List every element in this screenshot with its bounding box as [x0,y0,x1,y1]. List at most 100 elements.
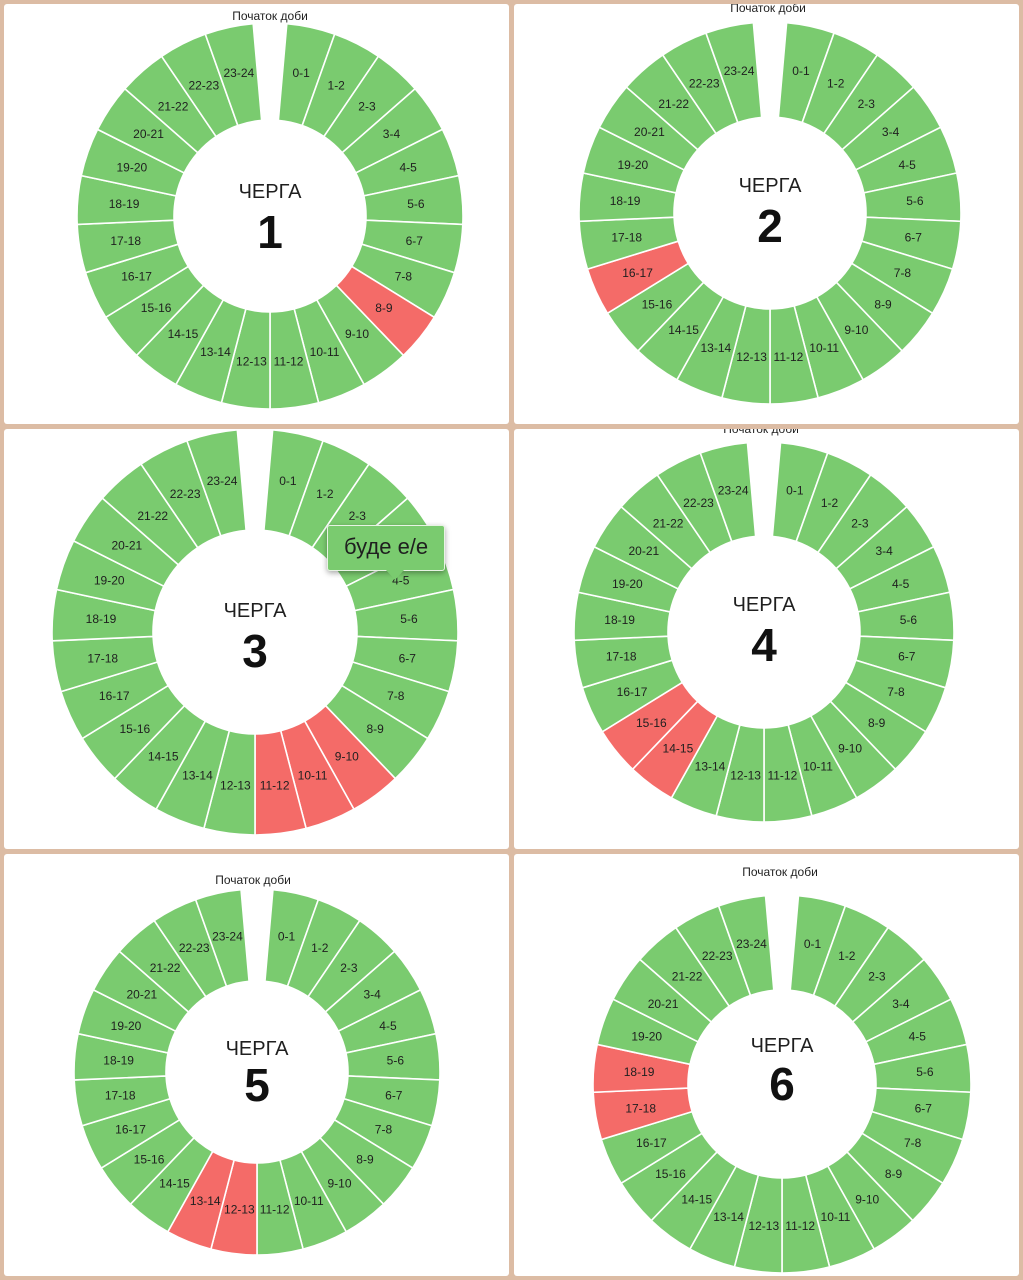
center-queue-number: 2 [757,200,783,252]
hour-label: 8-9 [375,301,393,315]
hour-label: 7-8 [887,685,905,699]
hour-label: 17-18 [110,234,141,248]
hour-label: 7-8 [395,269,413,283]
hour-label: 10-11 [294,1194,324,1208]
hour-label: 9-10 [345,327,369,341]
hour-label: 11-12 [274,354,304,368]
hour-label: 3-4 [875,544,893,558]
day-start-label: Початок доби [215,873,291,887]
hour-label: 20-21 [133,127,164,141]
hour-label: 5-6 [400,612,418,626]
hour-label: 21-22 [653,516,684,530]
hour-label: 16-17 [121,269,152,283]
hour-label: 0-1 [792,64,810,78]
hour-label: 5-6 [906,194,924,208]
queue-panel-3: 0-11-22-33-44-55-66-77-88-99-1010-1111-1… [4,429,509,849]
hour-label: 21-22 [658,97,689,111]
hour-label: 1-2 [311,941,329,955]
hover-tooltip: буде е/е [327,525,446,580]
hour-label: 13-14 [713,1210,744,1224]
hour-label: 19-20 [94,574,125,588]
hour-label: 15-16 [642,297,673,311]
hour-label: 23-24 [736,937,767,951]
center-queue-number: 1 [257,206,283,258]
queue-panel-5: Початок доби 0-1 1-2 2-3 3-4 4-5 5-6 6-7 7-8 8-9… [4,854,509,1276]
hour-label: 9-10 [844,323,868,337]
center-queue-number: 5 [244,1059,270,1111]
hour-label: 1-2 [328,78,346,92]
hour-label: 23-24 [718,483,749,497]
hour-segment-23-24[interactable] [704,21,763,124]
hour-label: 14-15 [159,1177,190,1191]
hour-label: 9-10 [335,749,359,763]
hour-label: 5-6 [916,1065,934,1079]
hour-label: 14-15 [668,323,699,337]
hour-label: 17-18 [105,1089,136,1103]
hour-label: 4-5 [909,1029,927,1043]
hour-segment-23-24[interactable] [185,429,247,537]
hour-label: 11-12 [774,350,804,364]
hour-segment-23-24[interactable] [194,888,250,988]
hour-label: 0-1 [786,483,804,497]
hour-label: 23-24 [207,474,238,488]
queue-3-chart: 0-11-22-33-44-55-66-77-88-99-1010-1111-1… [51,429,459,836]
hour-label: 18-19 [109,197,140,211]
hour-label: 13-14 [695,759,726,773]
hour-label: 11-12 [767,769,797,783]
hour-segment-23-24[interactable] [204,22,263,127]
hour-label: 2-3 [349,509,367,523]
hour-label: 4-5 [399,160,417,174]
hour-label: 14-15 [148,749,179,763]
hour-label: 16-17 [636,1136,667,1150]
queue-5-chart: Початок доби 0-1 1-2 2-3 3-4 4-5 5-6 6-7 7-8 8-9… [73,873,441,1256]
hour-label: 20-21 [634,125,665,139]
hour-label: 12-13 [220,778,251,792]
center-queue-label: ЧЕРГА [739,175,803,197]
hour-label: 16-17 [99,689,130,703]
hour-label: 13-14 [200,345,231,359]
hour-label: 13-14 [182,768,213,782]
day-start-label: Початок доби [742,865,818,879]
hour-label: 8-9 [885,1167,903,1181]
hour-label: 20-21 [126,987,157,1001]
hour-label: 15-16 [655,1167,686,1181]
hour-label: 12-13 [748,1219,779,1233]
hour-label: 14-15 [663,742,694,756]
hour-label: 5-6 [407,197,425,211]
hour-label: 8-9 [366,722,384,736]
hour-label: 21-22 [158,99,189,113]
hour-label: 3-4 [363,987,381,1001]
hour-label: 6-7 [385,1089,403,1103]
hour-label: 8-9 [874,297,892,311]
queue-panel-1: Початок доби 0-1 1-2 2-3 3-4 4-5 5-6 6-7 7-8 8-9… [4,4,509,424]
hour-label: 16-17 [115,1122,146,1136]
hour-label: 14-15 [681,1192,712,1206]
hour-label: 17-18 [606,650,637,664]
hour-segment-23-24[interactable] [699,441,757,543]
hour-label: 15-16 [636,716,667,730]
hour-label: 9-10 [855,1192,879,1206]
hour-label: 11-12 [260,778,290,792]
hour-label: 15-16 [119,722,150,736]
hour-label: 0-1 [278,929,296,943]
hour-label: 11-12 [260,1203,290,1217]
hour-label: 17-18 [625,1101,656,1115]
hour-label: 15-16 [141,301,172,315]
hour-label: 18-19 [86,612,117,626]
hour-label: 14-15 [168,327,199,341]
hour-label: 2-3 [851,516,869,530]
hour-label: 9-10 [327,1177,351,1191]
hour-label: 19-20 [117,160,148,174]
hour-label: 4-5 [892,577,910,591]
hour-label: 7-8 [375,1122,393,1136]
hour-segment-23-24[interactable] [717,894,775,997]
hour-label: 12-13 [224,1203,255,1217]
queue-panel-2: Початок доби 0-1 1-2 2-3 3-4 4-5 5-6 6-7 7-8 8-9… [514,4,1019,424]
hour-label: 13-14 [700,341,731,355]
center-queue-label: ЧЕРГА [224,600,288,622]
tooltip-arrow [386,570,404,580]
hour-label: 4-5 [379,1019,397,1033]
hour-label: 8-9 [868,716,886,730]
hour-label: 6-7 [898,650,916,664]
hour-label: 9-10 [838,742,862,756]
